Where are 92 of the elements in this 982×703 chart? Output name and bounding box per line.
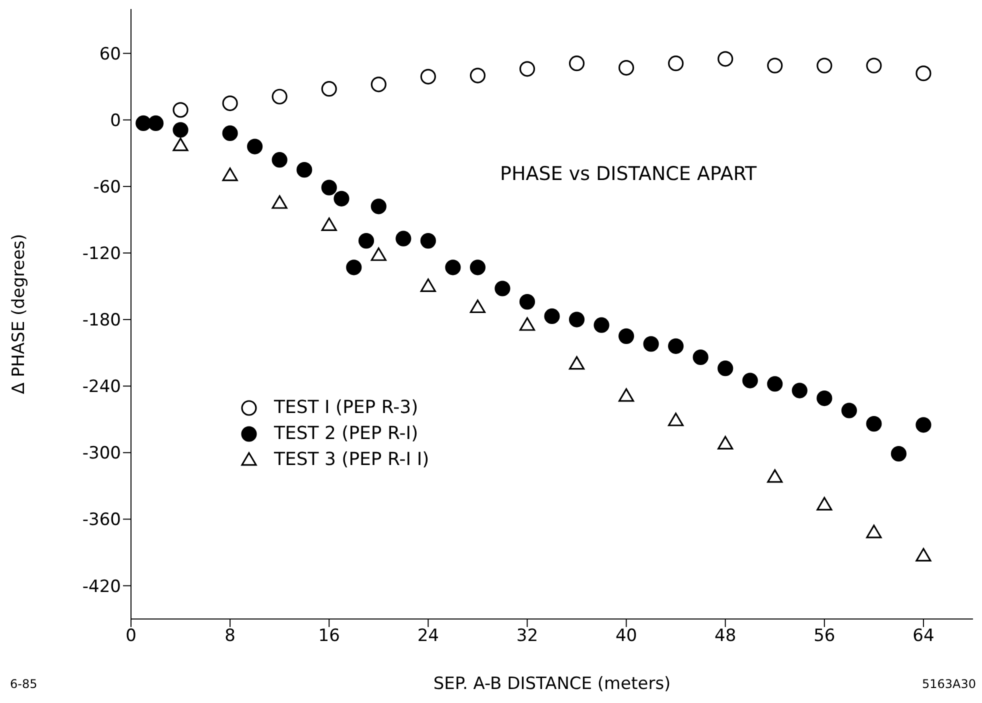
point — [519, 294, 536, 310]
y-tick-label: -420 — [82, 576, 121, 597]
point — [866, 524, 882, 538]
point — [668, 56, 684, 72]
text: PHASE vs DISTANCE APART — [500, 163, 757, 185]
point — [568, 312, 585, 328]
x-tick-label: 8 — [224, 626, 236, 646]
y-tick-label: -60 — [93, 177, 121, 198]
y-axis-title: Δ PHASE (degrees) — [9, 234, 30, 394]
point — [866, 58, 882, 74]
point — [519, 61, 536, 77]
y-tick-label: 0 — [110, 110, 121, 131]
x-tick-label: 0 — [126, 626, 136, 646]
point — [718, 360, 734, 376]
point — [470, 68, 486, 84]
point — [370, 198, 386, 214]
point — [321, 81, 337, 97]
point — [172, 102, 188, 118]
point — [494, 280, 510, 296]
y-tick-label: -240 — [82, 377, 121, 398]
legend-label: TEST I (PEP R-3) — [274, 396, 418, 420]
point — [420, 278, 436, 292]
point — [816, 58, 832, 74]
point — [321, 217, 337, 231]
point — [420, 233, 436, 249]
point — [692, 349, 708, 366]
point — [916, 548, 932, 562]
x-tick-label: 64 — [912, 626, 934, 646]
point — [618, 328, 634, 344]
point — [519, 317, 536, 331]
point — [594, 317, 610, 333]
point — [222, 95, 238, 112]
point — [222, 125, 238, 142]
text: 6-85 — [10, 677, 38, 691]
point — [816, 390, 832, 406]
point — [470, 300, 486, 314]
point — [816, 496, 832, 510]
point — [618, 60, 634, 76]
y-tick-label: 60 — [99, 44, 121, 64]
point — [916, 417, 932, 433]
text: 5163A30 — [922, 677, 976, 691]
point — [544, 308, 560, 324]
point — [321, 180, 337, 196]
point — [643, 336, 659, 352]
point — [346, 260, 362, 276]
x-tick-label: 40 — [615, 626, 638, 646]
point — [470, 260, 486, 276]
point — [222, 168, 238, 182]
point — [568, 56, 585, 72]
legend-label: TEST 3 (PEP R-I I) — [274, 448, 430, 472]
point — [136, 115, 152, 132]
point — [916, 66, 932, 82]
point — [718, 51, 734, 67]
x-tick-label: 32 — [516, 626, 538, 646]
point — [334, 190, 350, 206]
point — [445, 260, 461, 276]
point — [420, 68, 436, 84]
point — [767, 469, 783, 483]
x-tick-label: 16 — [318, 626, 340, 646]
point — [767, 376, 783, 392]
point — [272, 152, 288, 168]
point — [370, 76, 386, 92]
point — [718, 436, 734, 450]
point — [272, 195, 288, 209]
point — [272, 88, 288, 104]
x-tick-label: 48 — [714, 626, 736, 646]
point — [618, 388, 634, 402]
point — [866, 416, 882, 432]
point — [668, 338, 684, 354]
point — [247, 138, 263, 154]
point — [370, 247, 386, 261]
point — [396, 230, 412, 246]
y-tick-label: -180 — [82, 310, 121, 331]
point — [172, 122, 188, 138]
point — [172, 138, 188, 152]
point — [841, 402, 857, 418]
y-tick-label: -300 — [82, 444, 121, 464]
legend-label: TEST 2 (PEP R-I) — [274, 422, 418, 446]
y-tick-label: -360 — [82, 510, 121, 530]
x-tick-label: 24 — [417, 626, 439, 646]
point — [668, 412, 684, 426]
y-tick-label: -120 — [82, 244, 121, 264]
x-tick-label: 56 — [814, 626, 836, 646]
point — [358, 233, 374, 249]
point — [792, 382, 808, 398]
point — [890, 446, 907, 462]
point — [296, 162, 312, 178]
point — [742, 372, 758, 388]
x-axis-title: SEP. A-B DISTANCE (meters) — [433, 674, 671, 694]
point — [148, 115, 164, 132]
point — [568, 356, 585, 370]
point — [767, 58, 783, 74]
